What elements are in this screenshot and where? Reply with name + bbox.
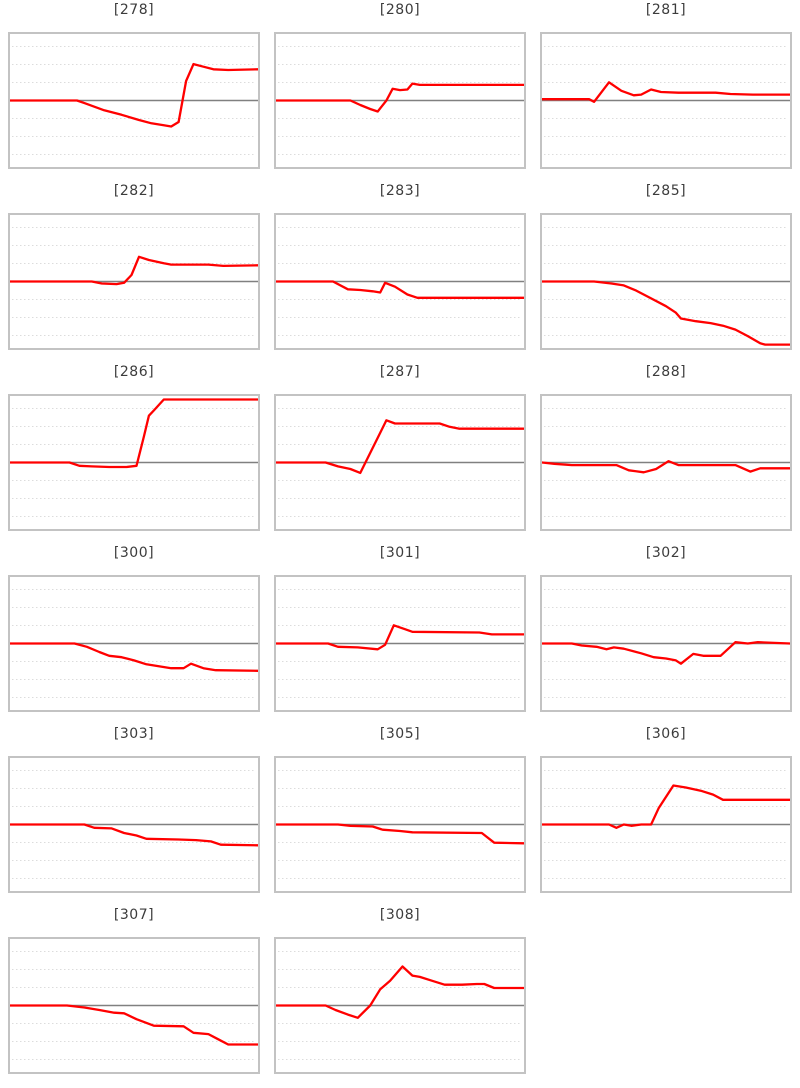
data-line xyxy=(10,398,258,469)
mini-chart: [305] xyxy=(274,726,526,893)
chart-plot-area xyxy=(274,937,526,1074)
chart-title: [307] xyxy=(113,907,155,923)
data-line xyxy=(542,641,790,665)
data-line xyxy=(276,82,524,113)
data-line xyxy=(10,1004,258,1046)
chart-canvas xyxy=(542,408,790,517)
mini-chart: [287] xyxy=(274,364,526,531)
chart-title: [302] xyxy=(645,545,687,561)
mini-chart: [288] xyxy=(540,364,792,531)
chart-row: [307] [308] xyxy=(8,907,800,1074)
chart-title: [305] xyxy=(379,726,421,742)
chart-title: [288] xyxy=(645,364,687,380)
chart-plot-area xyxy=(274,213,526,350)
chart-canvas xyxy=(10,398,258,517)
chart-plot-area xyxy=(8,32,260,169)
chart-plot-area xyxy=(540,756,792,893)
mini-chart: [280] xyxy=(274,2,526,169)
chart-canvas xyxy=(10,46,258,155)
chart-plot-area xyxy=(8,575,260,712)
chart-row: [282] [283] [285] xyxy=(8,183,800,350)
chart-canvas xyxy=(10,770,258,879)
chart-title: [308] xyxy=(379,907,421,923)
chart-canvas xyxy=(542,46,790,155)
data-line xyxy=(276,965,524,1019)
chart-title: [281] xyxy=(645,2,687,18)
chart-title: [300] xyxy=(113,545,155,561)
chart-row: [278] [280] [281] xyxy=(8,2,800,169)
chart-title: [303] xyxy=(113,726,155,742)
chart-title: [283] xyxy=(379,183,421,199)
chart-title: [280] xyxy=(379,2,421,18)
data-line xyxy=(10,823,258,847)
mini-chart: [282] xyxy=(8,183,260,350)
mini-chart: [300] xyxy=(8,545,260,712)
chart-row: [300] [301] [302] xyxy=(8,545,800,712)
chart-plot-area xyxy=(540,32,792,169)
chart-canvas xyxy=(276,408,524,517)
chart-plot-area xyxy=(540,575,792,712)
chart-canvas xyxy=(542,770,790,879)
chart-title: [278] xyxy=(113,2,155,18)
chart-title: [306] xyxy=(645,726,687,742)
data-line xyxy=(542,280,790,346)
chart-canvas xyxy=(276,46,524,155)
chart-canvas xyxy=(10,589,258,698)
chart-title: [285] xyxy=(645,183,687,199)
chart-plot-area xyxy=(8,213,260,350)
chart-plot-area xyxy=(274,756,526,893)
mini-chart: [286] xyxy=(8,364,260,531)
data-line xyxy=(276,823,524,845)
mini-chart: [302] xyxy=(540,545,792,712)
data-line xyxy=(276,280,524,299)
data-line xyxy=(542,784,790,829)
data-line xyxy=(10,255,258,286)
chart-canvas xyxy=(542,589,790,698)
chart-title: [282] xyxy=(113,183,155,199)
chart-plot-area xyxy=(274,394,526,531)
chart-canvas xyxy=(276,951,524,1060)
data-line xyxy=(276,419,524,475)
chart-plot-area xyxy=(8,937,260,1074)
chart-canvas xyxy=(276,770,524,879)
chart-plot-area xyxy=(274,575,526,712)
chart-canvas xyxy=(10,227,258,336)
chart-canvas xyxy=(542,227,790,346)
data-line xyxy=(10,62,258,128)
chart-title: [287] xyxy=(379,364,421,380)
chart-title: [301] xyxy=(379,545,421,561)
chart-plot-area xyxy=(8,756,260,893)
chart-canvas xyxy=(276,589,524,698)
chart-canvas xyxy=(276,227,524,336)
mini-chart: [285] xyxy=(540,183,792,350)
data-line xyxy=(542,460,790,474)
data-line xyxy=(542,81,790,103)
mini-chart: [278] xyxy=(8,2,260,169)
data-line xyxy=(276,624,524,651)
chart-title: [286] xyxy=(113,364,155,380)
chart-plot-area xyxy=(274,32,526,169)
chart-row: [286] [287] [288] xyxy=(8,364,800,531)
chart-canvas xyxy=(10,951,258,1060)
chart-plot-area xyxy=(540,394,792,531)
mini-chart: [283] xyxy=(274,183,526,350)
mini-chart: [308] xyxy=(274,907,526,1074)
chart-row: [303] [305] [306] xyxy=(8,726,800,893)
chart-plot-area xyxy=(540,213,792,350)
mini-chart: [281] xyxy=(540,2,792,169)
mini-chart: [307] xyxy=(8,907,260,1074)
mini-chart: [303] xyxy=(8,726,260,893)
mini-chart: [306] xyxy=(540,726,792,893)
data-line xyxy=(10,642,258,672)
chart-plot-area xyxy=(8,394,260,531)
mini-chart: [301] xyxy=(274,545,526,712)
